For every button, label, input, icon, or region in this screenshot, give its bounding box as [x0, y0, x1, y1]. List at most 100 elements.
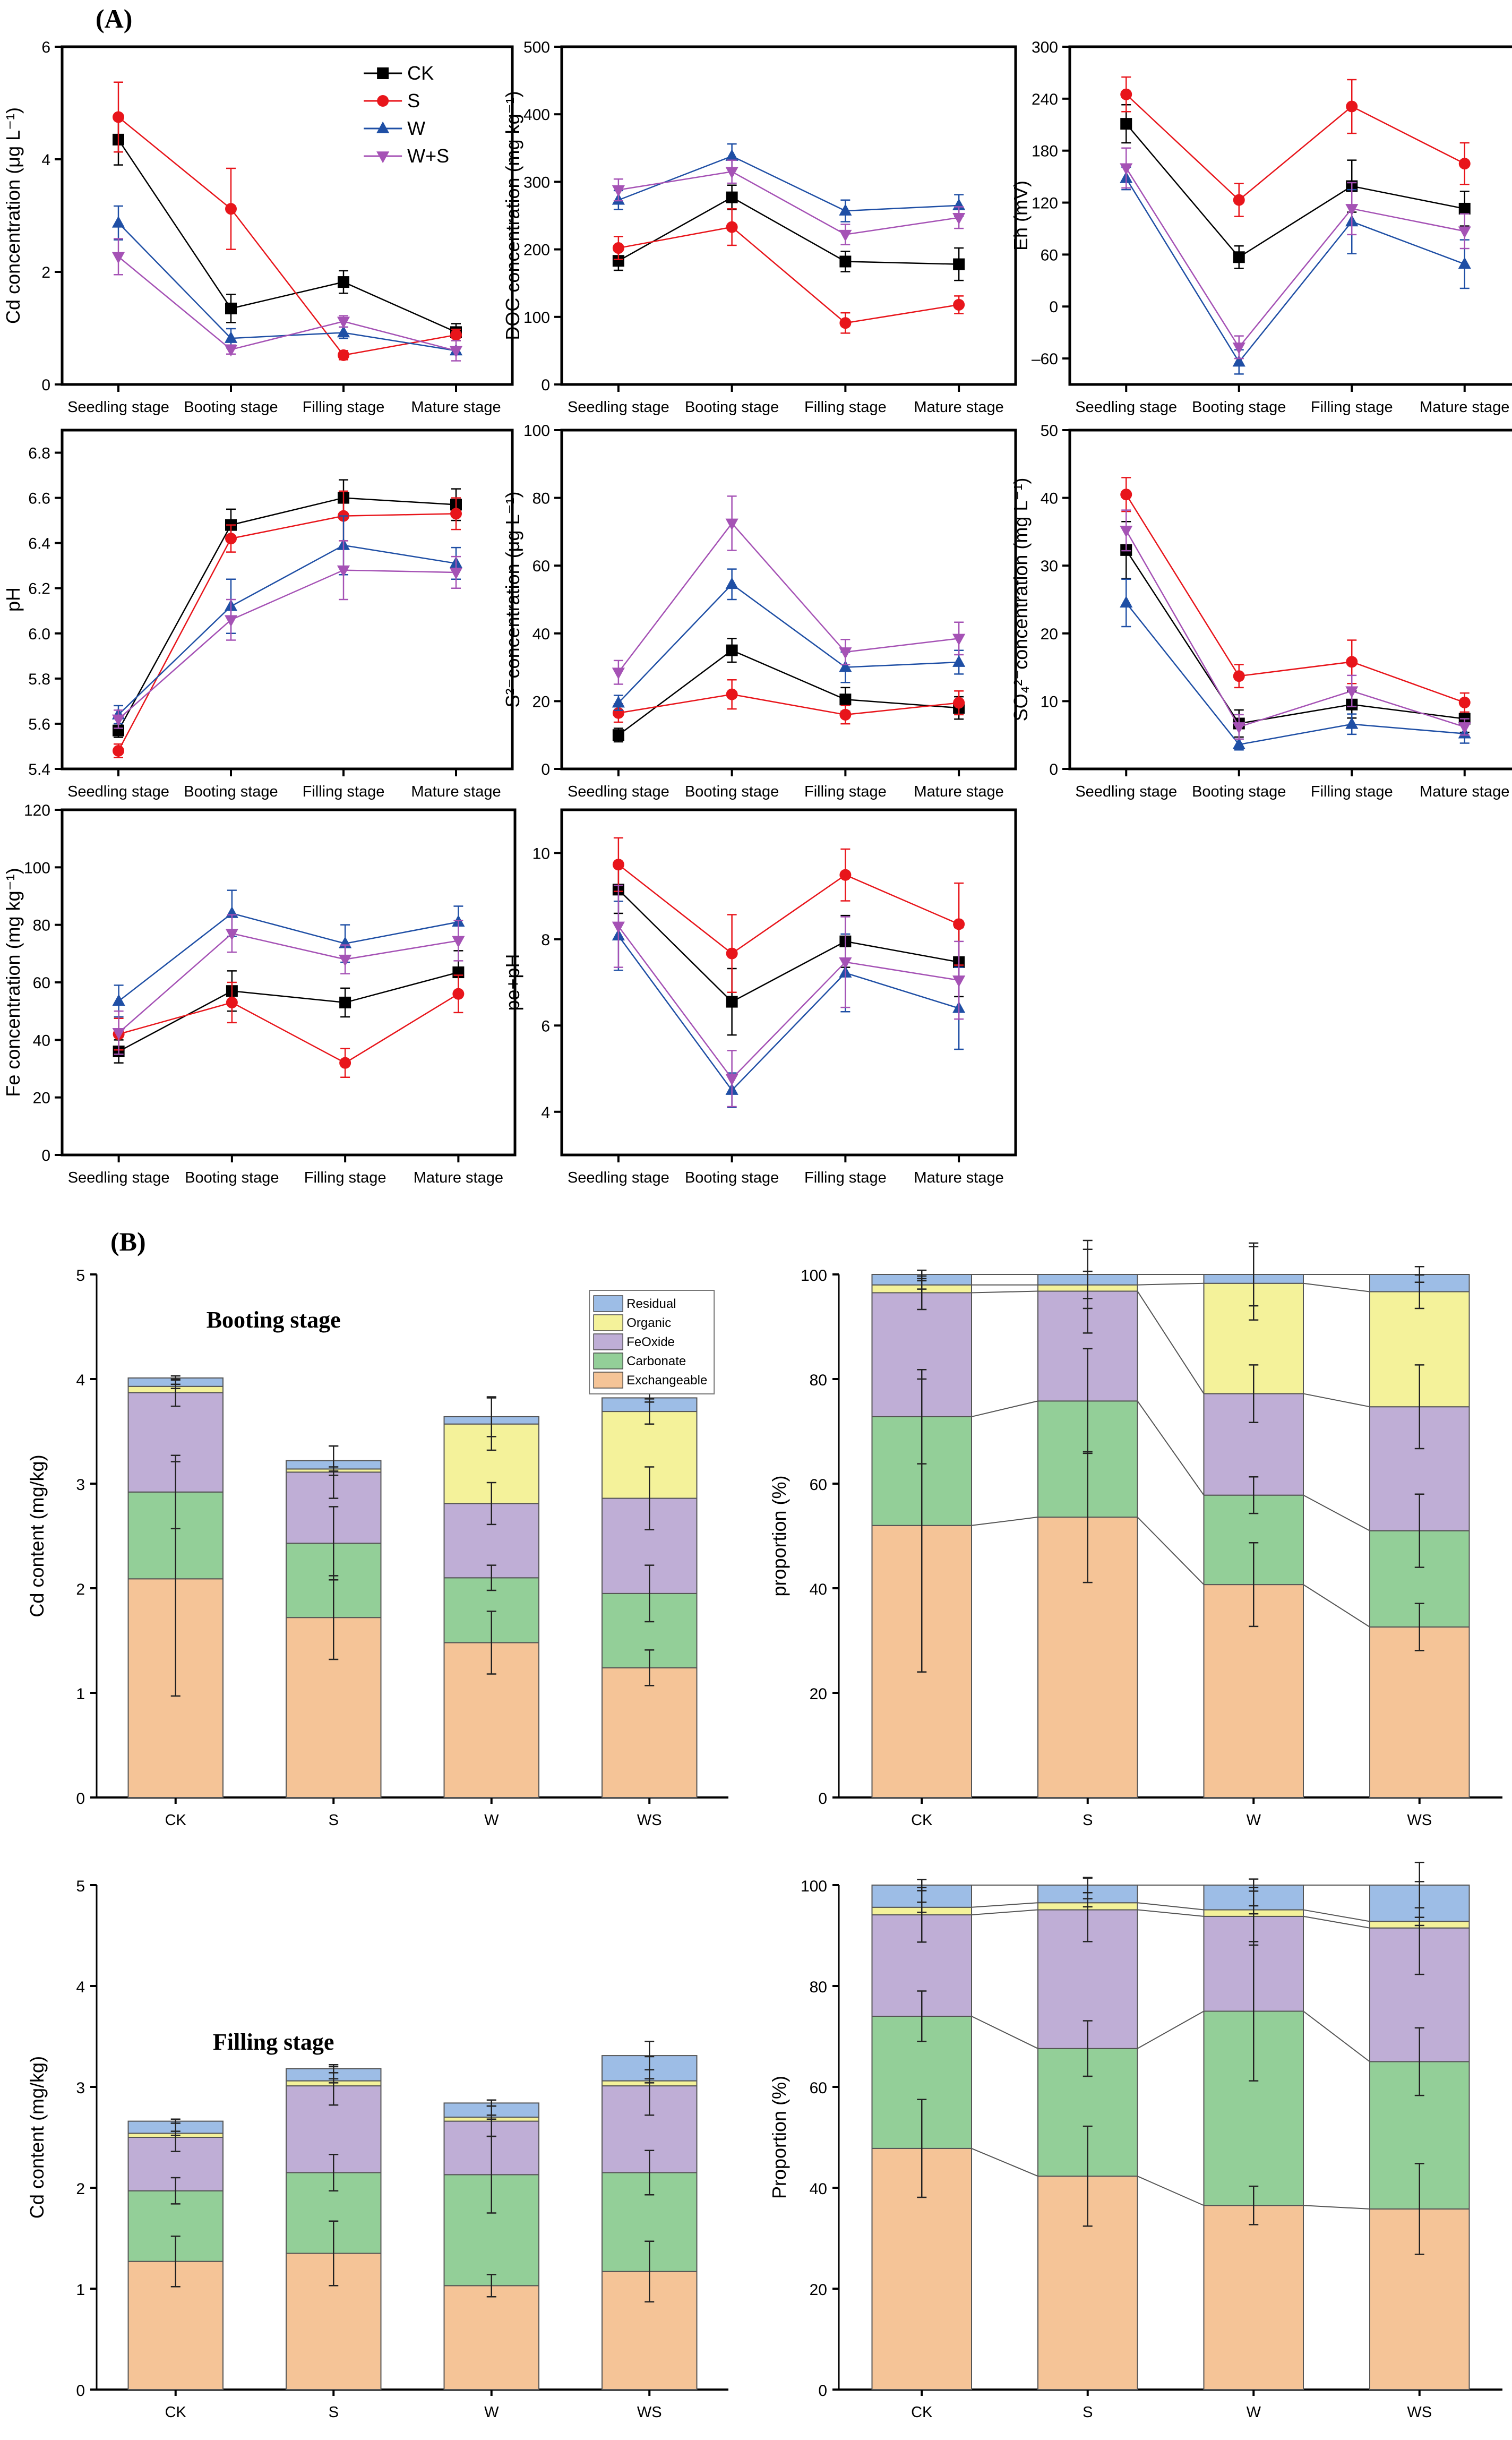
data-point: [225, 203, 237, 215]
series-organic: [127, 1385, 698, 1504]
connector-line: [1137, 1400, 1205, 1496]
data-point: [337, 326, 350, 338]
data-point: [612, 859, 624, 871]
y-axis-title: pe+pH: [502, 954, 523, 1011]
bar-segment: [443, 2285, 539, 2390]
plot-frame: [1068, 45, 1512, 386]
x-tick-label: Mature stage: [411, 783, 501, 800]
data-point: [1232, 722, 1245, 734]
connector-line: [971, 2016, 1038, 2049]
series-W: [112, 889, 465, 1018]
x-tick-label: W: [1247, 2404, 1261, 2421]
data-point: [952, 213, 966, 225]
y-tick-label: 5: [76, 1267, 85, 1285]
y-tick-label: 0: [76, 2382, 85, 2400]
y-tick-label: 180: [1032, 143, 1058, 160]
data-point: [726, 191, 738, 203]
y-tick-label: 0: [818, 1790, 827, 1808]
series-W: [111, 205, 463, 356]
x-tick-label: S: [1083, 1812, 1093, 1829]
connector-line: [1303, 1915, 1370, 1929]
series-S: [1120, 477, 1471, 713]
error-bars: [170, 2041, 655, 2302]
data-point: [1120, 88, 1132, 100]
panel-b-tag: (B): [110, 1227, 146, 1256]
chart-booting_content: 0 1 2 3 4 5 CK S W WS Cd content (mg/kg) Booting st…: [26, 1267, 728, 1829]
y-tick-label: 0: [76, 1790, 85, 1808]
connector-line: [1137, 2176, 1204, 2206]
data-point: [725, 518, 738, 530]
y-tick-label: 6: [541, 1017, 550, 1035]
y-tick-label: 300: [523, 174, 550, 191]
legend-swatch: [593, 1372, 623, 1389]
y-axis-title: Cd content (mg/kg): [26, 2056, 48, 2219]
y-tick-label: 30: [1041, 558, 1058, 575]
data-point: [839, 708, 852, 721]
data-point: [449, 346, 463, 358]
series-S: [113, 974, 465, 1078]
data-point: [725, 577, 738, 589]
chart-cd: 0 2 4 6 Seedling stage Booting stage Filling s…: [2, 39, 514, 416]
y-tick-label: 2: [76, 2180, 85, 2198]
y-tick-label: 80: [810, 1979, 827, 1996]
chart-filling_content: 0 1 2 3 4 5 CK S W WS Cd content (mg/kg) Filling st…: [26, 1878, 728, 2421]
data-point: [1458, 158, 1471, 170]
series-line: [1126, 178, 1465, 363]
y-tick-label: 300: [1032, 39, 1058, 56]
series-CK: [1120, 104, 1471, 269]
legend-label: Carbonate: [626, 1354, 686, 1368]
x-tick-label: Mature stage: [914, 1169, 1003, 1186]
y-tick-label: 100: [24, 859, 50, 877]
connector-lines: [971, 1274, 1370, 1628]
x-tick-label: Mature stage: [411, 399, 501, 416]
x-tick-label: Filling stage: [304, 1169, 386, 1186]
legend-label: CK: [407, 62, 434, 84]
data-point: [339, 954, 352, 966]
x-tick-label: WS: [1407, 2404, 1432, 2421]
y-tick-label: 0: [1049, 761, 1058, 778]
series-line: [118, 569, 457, 720]
connector-lines: [971, 1885, 1370, 2210]
data-point: [1233, 670, 1245, 682]
data-point: [839, 317, 852, 329]
data-point: [111, 216, 125, 228]
y-tick-label: 200: [523, 242, 550, 259]
y-tick-label: 120: [1032, 195, 1058, 212]
plot-frame: [1068, 429, 1512, 770]
series-WplusS: [1120, 509, 1471, 740]
chart-ph: 5.4 5.6 5.8 6.0 6.2 6.4 6.6 6.8 Seedling stage Bo…: [2, 429, 514, 800]
y-tick-label: 500: [523, 39, 550, 56]
data-point: [1233, 194, 1245, 206]
y-tick-label: 40: [532, 626, 550, 643]
y-tick-label: 4: [541, 1104, 550, 1121]
x-tick-label: S: [329, 2404, 339, 2421]
data-point: [1345, 717, 1359, 729]
chart-filling_proportion: 0 20 40 60 80 100 CK S W WS Proportion (%): [768, 1862, 1502, 2421]
legend-label: Organic: [626, 1316, 671, 1330]
x-tick-label: Booting stage: [685, 783, 779, 800]
data-point: [338, 276, 349, 288]
series-S: [612, 679, 965, 725]
y-tick-label: 4: [76, 1979, 85, 1996]
data-point: [839, 229, 852, 242]
series-line: [118, 544, 457, 715]
data-point: [952, 633, 966, 646]
chart-fe: 0 20 40 60 80 100 120 Seedling stage Booting sta…: [2, 802, 517, 1186]
legend-marker: [377, 67, 389, 79]
data-point: [452, 936, 465, 948]
data-point: [1346, 656, 1358, 668]
legend-label: Exchangeable: [626, 1373, 707, 1388]
y-tick-label: 6.0: [28, 626, 50, 643]
panel-a-tag: (A): [96, 4, 132, 33]
x-tick-label: W: [1247, 1812, 1261, 1829]
data-point: [1232, 737, 1245, 749]
data-point: [224, 345, 238, 357]
legend-swatch: [593, 1333, 623, 1350]
data-point: [112, 994, 125, 1006]
data-point: [337, 316, 350, 329]
data-point: [1458, 202, 1471, 215]
y-axis-title: DOC concentration (mg kg⁻¹): [502, 91, 523, 340]
y-tick-label: 100: [523, 309, 550, 327]
bar-segment: [602, 1667, 698, 1798]
data-point: [953, 918, 965, 930]
